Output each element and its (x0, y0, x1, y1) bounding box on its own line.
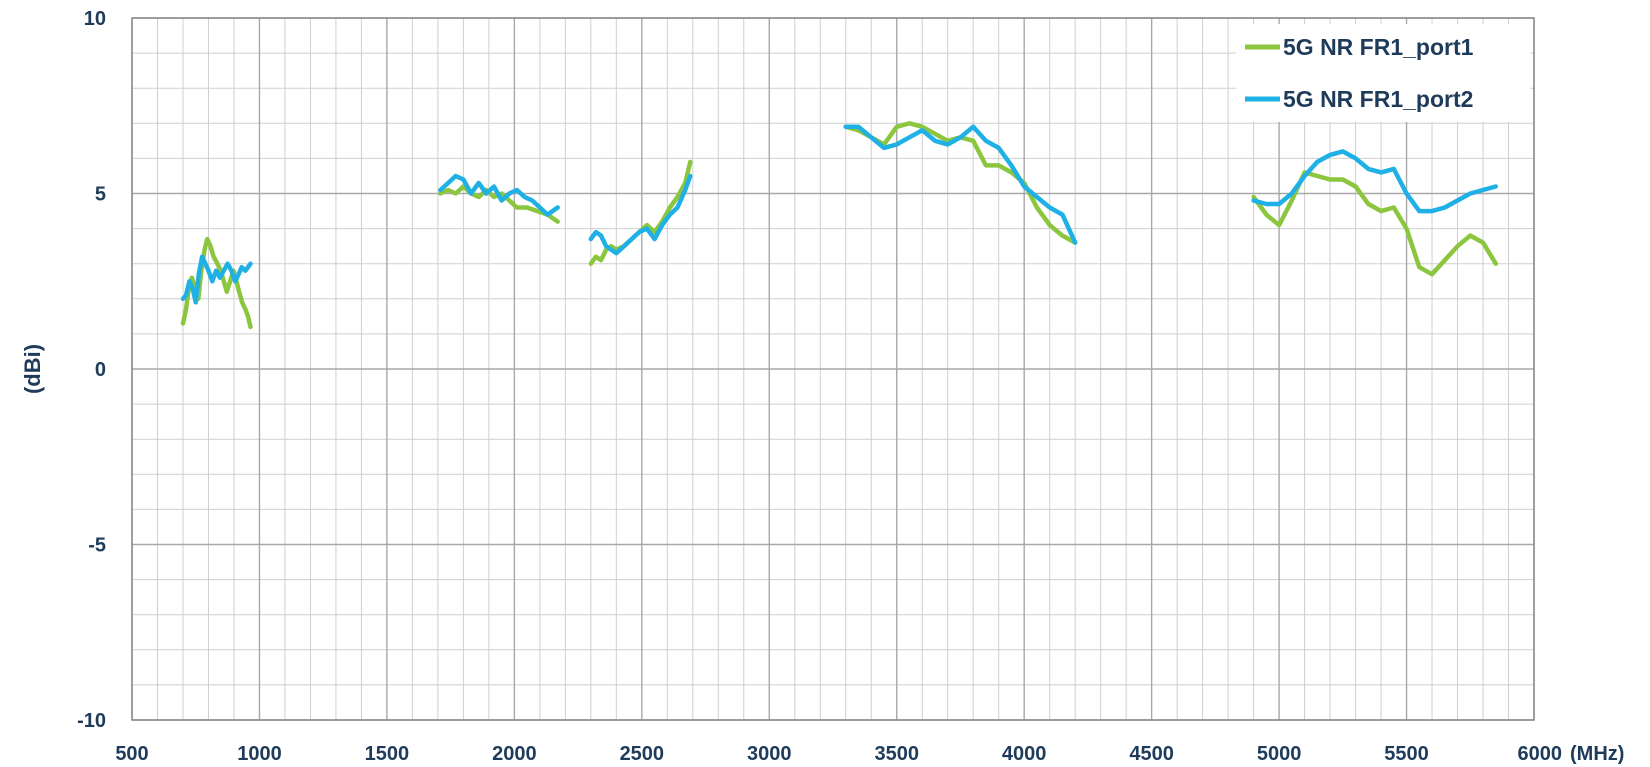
plot-frame (131, 17, 1535, 721)
y-axis-title: (dBi) (20, 344, 45, 394)
y-tick-label: -5 (88, 535, 106, 557)
x-tick-label: 2000 (492, 743, 537, 765)
legend-label-port1: 5G NR FR1_port1 (1283, 34, 1474, 60)
x-tick-label: 2500 (620, 743, 665, 765)
x-tick-label: 3000 (747, 743, 792, 765)
series-2-band-3-line (588, 173, 693, 256)
y-tick-label: -10 (77, 710, 106, 732)
x-tick-label: 5000 (1257, 743, 1302, 765)
series-2-band-4-line (843, 124, 1078, 245)
x-tick-label: 5500 (1384, 743, 1429, 765)
y-axis-tick-labels: 10 5 0 -5 -10 (77, 8, 106, 732)
x-axis-tick-labels: 500 1000 1500 2000 2500 3000 3500 4000 4500 5000 5… (115, 743, 1624, 765)
x-tick-label: 500 (115, 743, 148, 765)
legend: 5G NR FR1_port1 5G NR FR1_port2 (1236, 24, 1530, 122)
y-tick-label: 10 (84, 8, 106, 30)
x-tick-label: 4500 (1129, 743, 1174, 765)
legend-background (1236, 24, 1530, 122)
legend-label-port2: 5G NR FR1_port2 (1283, 86, 1473, 112)
x-axis-title: (MHz) (1570, 743, 1624, 765)
x-tick-label: 4000 (1002, 743, 1047, 765)
x-tick-label: 1500 (365, 743, 410, 765)
series-1-band-1-line (180, 236, 253, 330)
series-2-band-5-line (1251, 149, 1499, 214)
x-tick-label: 6000 (1518, 743, 1563, 765)
x-tick-label: 1000 (237, 743, 282, 765)
series-layer (180, 121, 1499, 330)
series-2-band-1-line (180, 254, 253, 305)
y-tick-label: 0 (95, 359, 106, 381)
series-2-band-2-line (438, 173, 560, 217)
y-tick-label: 5 (95, 184, 106, 206)
x-tick-label: 3500 (874, 743, 919, 765)
series-1-band-2-line (438, 184, 560, 224)
series-1-band-5-line (1251, 170, 1499, 277)
series-1-band-4-line (843, 121, 1078, 245)
